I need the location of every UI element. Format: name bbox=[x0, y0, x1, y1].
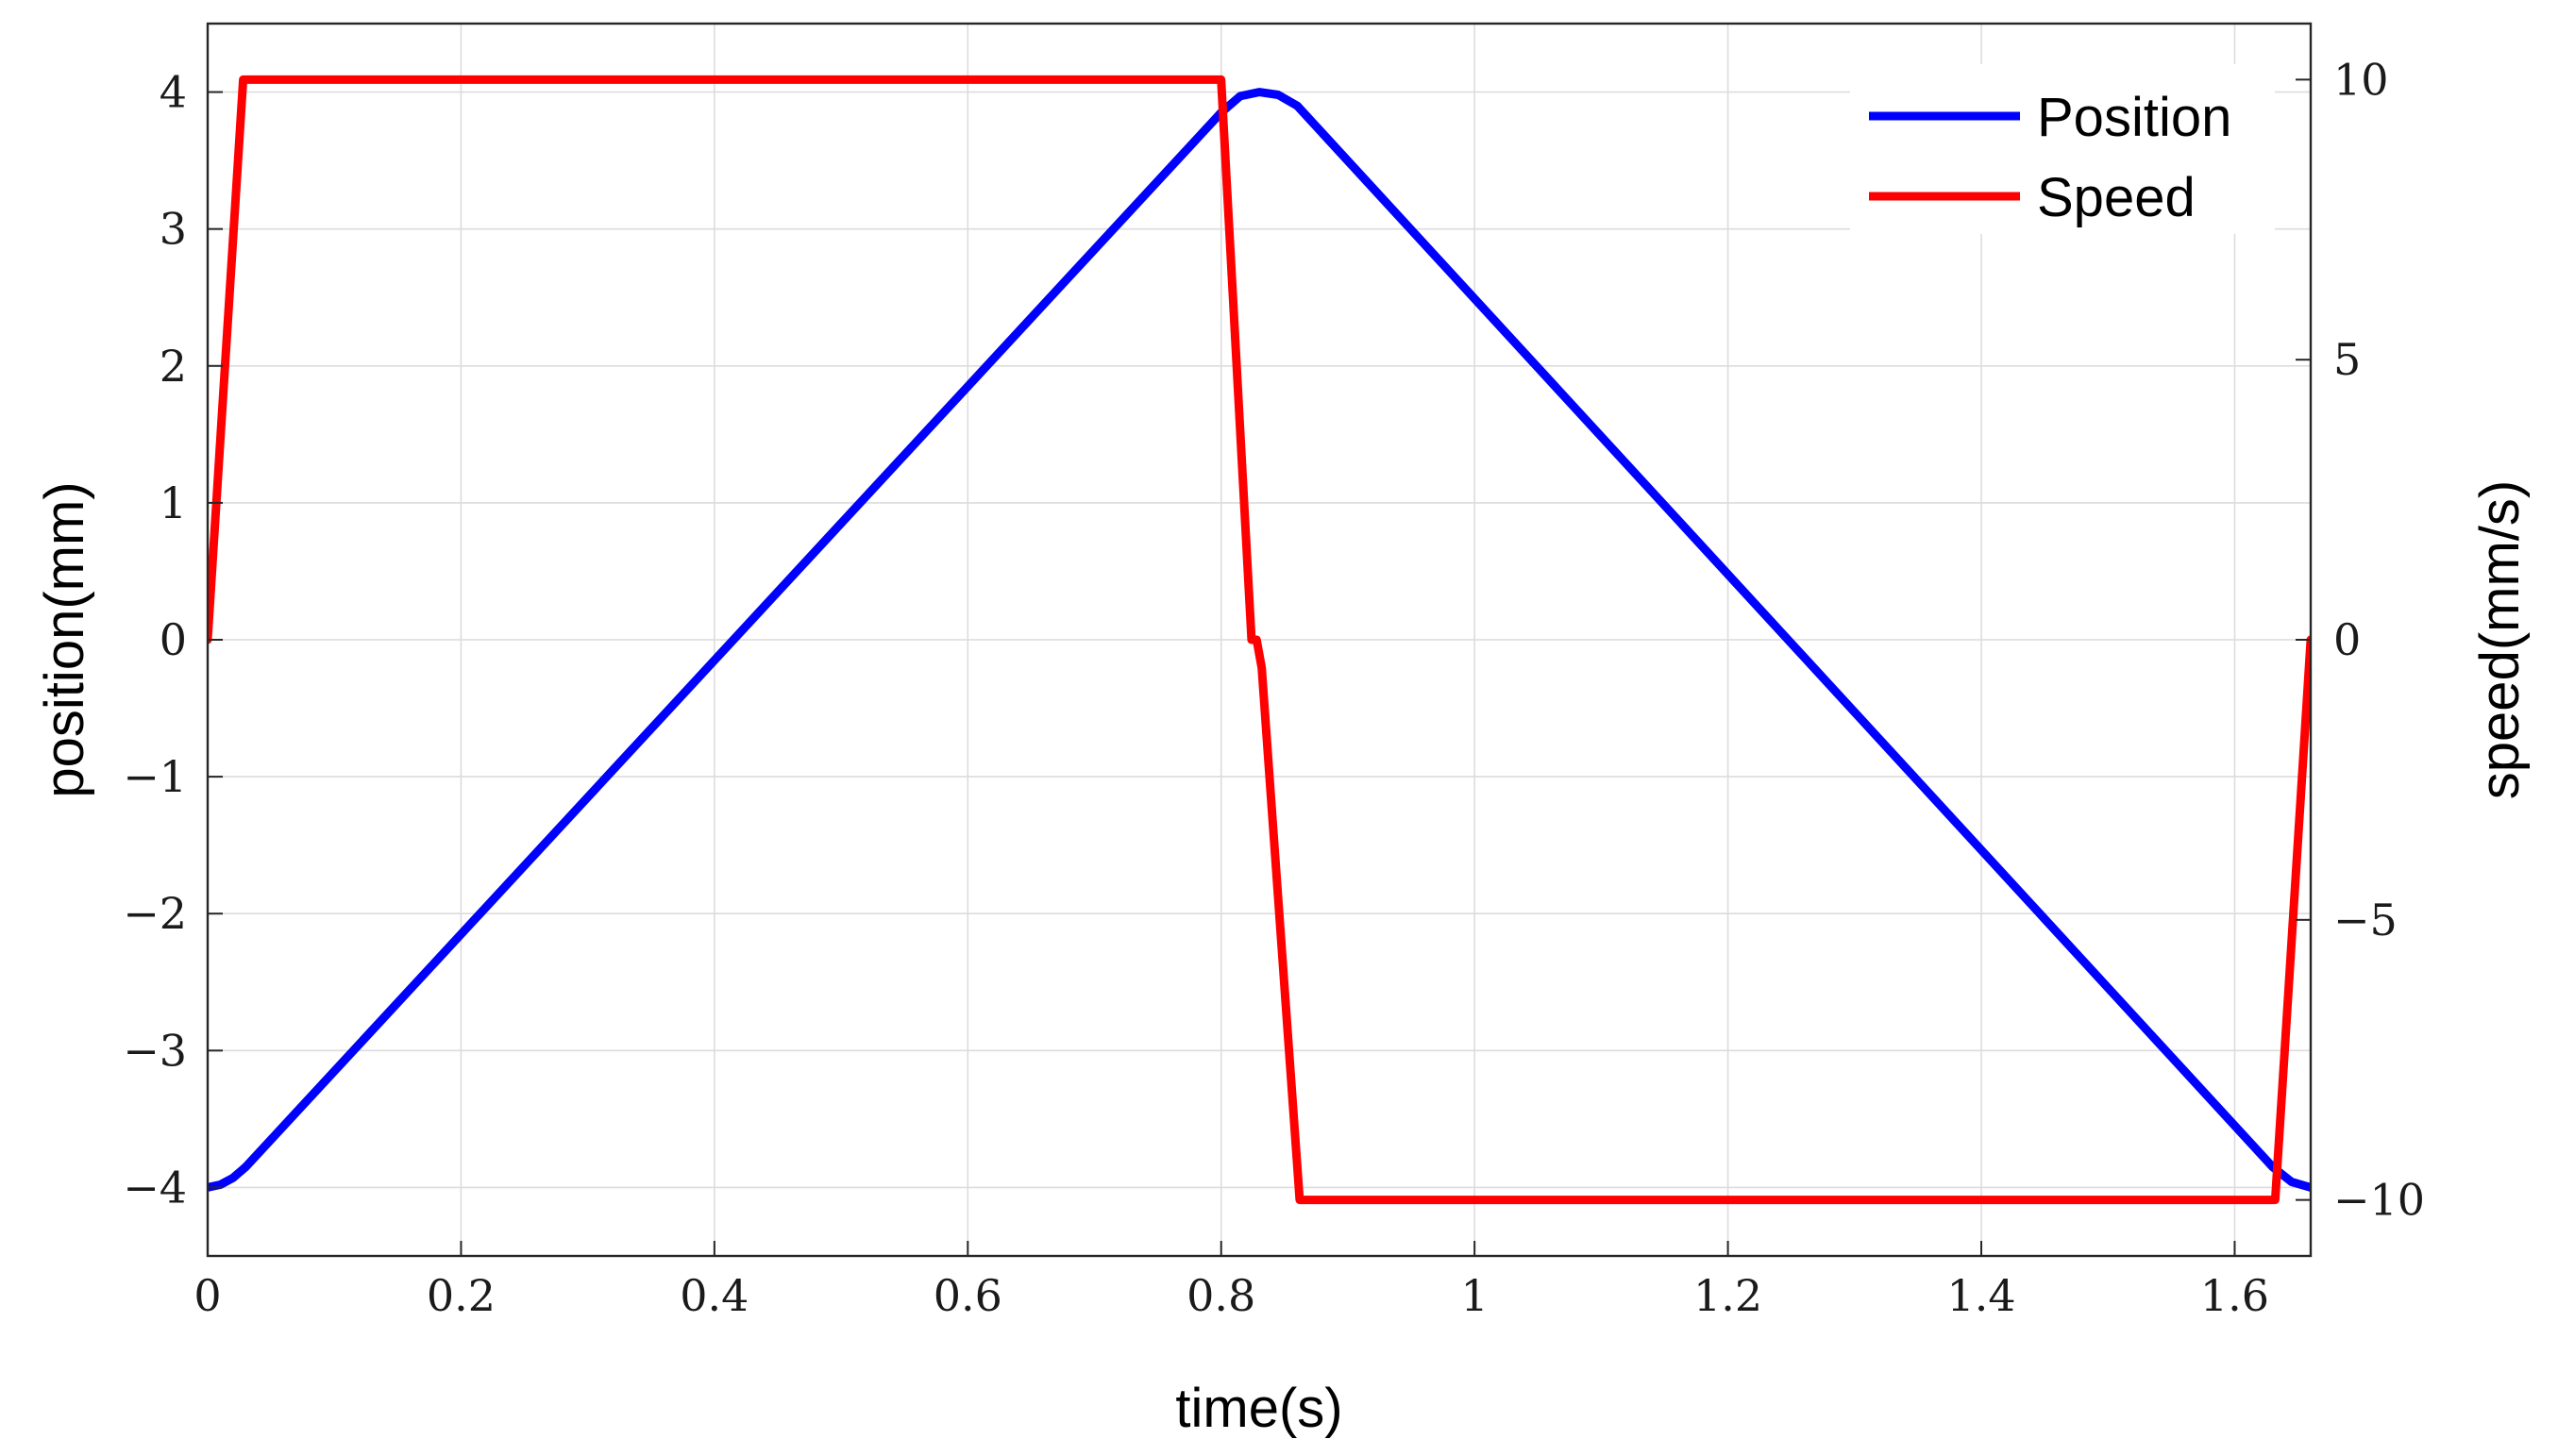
x-tick-label: 1.4 bbox=[1946, 1270, 2015, 1321]
series-layer bbox=[208, 75, 2311, 1205]
y-right-tick-label: −10 bbox=[2333, 1175, 2425, 1226]
x-tick-label: 1.2 bbox=[1693, 1270, 1762, 1321]
legend-box bbox=[1850, 64, 2275, 234]
x-tick-label: 1.6 bbox=[2200, 1270, 2269, 1321]
y-right-tick-label: 10 bbox=[2333, 54, 2389, 105]
x-tick-label: 0.6 bbox=[934, 1270, 1002, 1321]
y-left-tick-label: −4 bbox=[123, 1162, 187, 1213]
x-tick-label: 0 bbox=[194, 1270, 221, 1321]
ticks bbox=[207, 78, 2311, 1256]
x-tick-label: 0.2 bbox=[427, 1270, 496, 1321]
legend: Position Speed bbox=[1850, 64, 2275, 234]
legend-label-speed: Speed bbox=[2037, 167, 2196, 228]
y-right-tick-label: 5 bbox=[2333, 334, 2361, 385]
y-right-tick-label: −5 bbox=[2333, 895, 2398, 946]
y-left-tick-label: 1 bbox=[160, 477, 187, 528]
y-axis-left-label: position(mm) bbox=[34, 481, 95, 797]
tick-labels: 0 0.2 0.4 0.6 0.8 1 1.2 1.4 1.6−4−3−2−101234−10−… bbox=[123, 54, 2425, 1321]
series-line-speed bbox=[208, 75, 2311, 1205]
legend-label-position: Position bbox=[2037, 87, 2231, 148]
y-left-tick-label: 0 bbox=[160, 614, 187, 665]
y-left-tick-label: −2 bbox=[123, 888, 187, 939]
y-left-tick-label: 3 bbox=[160, 204, 187, 255]
x-tick-label: 0.4 bbox=[680, 1270, 749, 1321]
y-left-tick-label: −3 bbox=[123, 1025, 187, 1076]
y-left-tick-label: −1 bbox=[123, 751, 187, 802]
x-tick-label: 0.8 bbox=[1186, 1270, 1255, 1321]
y-left-tick-label: 4 bbox=[160, 67, 187, 118]
x-tick-label: 1 bbox=[1461, 1270, 1489, 1321]
y-right-tick-label: 0 bbox=[2333, 614, 2361, 665]
y-left-tick-label: 2 bbox=[160, 341, 187, 392]
y-axis-right-label: speed(mm/s) bbox=[2469, 480, 2531, 799]
x-axis-label: time(s) bbox=[1175, 1378, 1342, 1439]
